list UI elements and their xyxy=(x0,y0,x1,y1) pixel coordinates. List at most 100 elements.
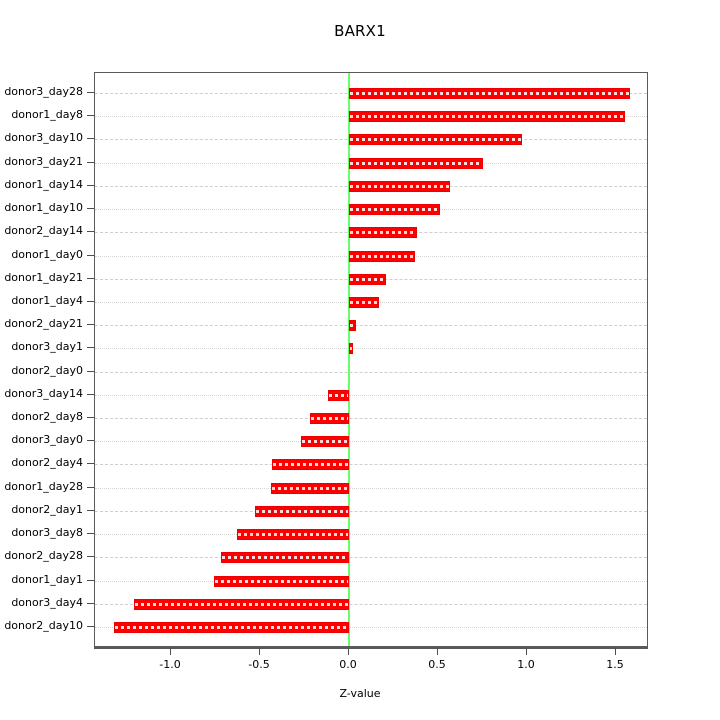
gridline xyxy=(95,604,647,605)
gridline xyxy=(95,488,647,489)
y-tick xyxy=(87,626,94,627)
bar-hatch xyxy=(301,440,348,443)
bar-donor3_day21 xyxy=(349,158,483,169)
y-tick xyxy=(87,185,94,186)
bar-donor2_day1 xyxy=(254,506,349,517)
x-axis-title: Z-value xyxy=(339,687,381,700)
x-axis-label-1.5: 1.5 xyxy=(606,658,624,671)
y-axis-label-donor3_day4: donor3_day4 xyxy=(11,595,83,609)
y-tick xyxy=(87,510,94,511)
gridline xyxy=(95,557,647,558)
gridline xyxy=(95,534,647,535)
bar-donor1_day1 xyxy=(213,576,349,587)
y-axis-label-donor2_day0: donor2_day0 xyxy=(11,363,83,377)
gridline xyxy=(95,441,647,442)
y-axis-label-donor1_day8: donor1_day8 xyxy=(11,108,83,122)
bar-donor1_day0 xyxy=(349,251,415,262)
chart-title: BARX1 xyxy=(334,22,386,40)
y-axis-label-donor1_day21: donor1_day21 xyxy=(4,270,83,284)
bar-hatch xyxy=(237,533,348,536)
y-tick xyxy=(87,487,94,488)
bar-hatch xyxy=(350,138,521,141)
bar-hatch xyxy=(350,115,624,118)
y-tick xyxy=(87,92,94,93)
y-tick xyxy=(87,347,94,348)
y-tick xyxy=(87,301,94,302)
y-tick xyxy=(87,556,94,557)
y-axis-label-donor1_day10: donor1_day10 xyxy=(4,201,83,215)
gridline xyxy=(95,581,647,582)
bar-donor1_day10 xyxy=(349,204,440,215)
y-tick xyxy=(87,603,94,604)
bar-hatch xyxy=(214,580,348,583)
x-axis-line xyxy=(94,647,648,649)
bar-donor1_day21 xyxy=(349,274,387,285)
bar-hatch xyxy=(255,510,348,513)
bar-hatch xyxy=(350,162,482,165)
y-tick xyxy=(87,278,94,279)
y-axis-label-donor1_day0: donor1_day0 xyxy=(11,247,83,261)
y-axis-label-donor3_day21: donor3_day21 xyxy=(4,154,83,168)
x-tick xyxy=(259,648,260,655)
y-axis-label-donor1_day1: donor1_day1 xyxy=(11,572,83,586)
bar-hatch xyxy=(350,347,352,350)
y-axis-label-donor2_day21: donor2_day21 xyxy=(4,317,83,331)
bar-hatch xyxy=(134,603,348,606)
y-axis-label-donor2_day1: donor2_day1 xyxy=(11,502,83,516)
bar-hatch xyxy=(273,463,348,466)
y-axis-label-donor3_day1: donor3_day1 xyxy=(11,340,83,354)
bar-donor1_day28 xyxy=(270,483,349,494)
bar-donor3_day4 xyxy=(133,599,349,610)
y-axis-label-donor3_day8: donor3_day8 xyxy=(11,526,83,540)
bar-hatch xyxy=(115,626,348,629)
gridline xyxy=(95,372,647,373)
x-tick xyxy=(170,648,171,655)
bar-hatch xyxy=(350,92,630,95)
gridline xyxy=(95,464,647,465)
gridline xyxy=(95,418,647,419)
y-tick xyxy=(87,324,94,325)
y-axis-label-donor3_day28: donor3_day28 xyxy=(4,85,83,98)
x-axis-label--1.0: -1.0 xyxy=(159,658,181,671)
gridline xyxy=(95,348,647,349)
bar-donor2_day14 xyxy=(349,227,417,238)
y-axis-label-donor1_day28: donor1_day28 xyxy=(4,479,83,493)
bar-hatch xyxy=(350,278,386,281)
y-tick xyxy=(87,533,94,534)
x-axis-label-0.0: 0.0 xyxy=(339,658,357,671)
x-tick xyxy=(437,648,438,655)
bar-donor2_day4 xyxy=(272,459,349,470)
y-axis-label-donor3_day0: donor3_day0 xyxy=(11,433,83,447)
y-axis-label-donor2_day14: donor2_day14 xyxy=(4,224,83,238)
bar-donor1_day14 xyxy=(349,181,451,192)
gridline xyxy=(95,325,647,326)
bar-donor2_day8 xyxy=(309,413,349,424)
bar-donor3_day14 xyxy=(327,390,349,401)
bar-donor3_day8 xyxy=(236,529,349,540)
bar-donor3_day10 xyxy=(349,134,522,145)
y-tick xyxy=(87,580,94,581)
bar-donor2_day21 xyxy=(349,320,357,331)
y-tick xyxy=(87,208,94,209)
plot-panel xyxy=(94,72,648,647)
x-tick xyxy=(348,648,349,655)
y-axis-label-donor1_day14: donor1_day14 xyxy=(4,177,83,191)
y-tick xyxy=(87,162,94,163)
y-axis-label-donor1_day4: donor1_day4 xyxy=(11,293,83,307)
y-axis-label-donor2_day4: donor2_day4 xyxy=(11,456,83,470)
y-tick xyxy=(87,255,94,256)
x-axis-label-1.0: 1.0 xyxy=(517,658,535,671)
x-axis-label-0.5: 0.5 xyxy=(428,658,446,671)
x-tick xyxy=(526,648,527,655)
bar-hatch xyxy=(310,417,348,420)
zero-reference-line xyxy=(348,73,350,646)
bar-hatch xyxy=(350,185,450,188)
x-tick xyxy=(615,648,616,655)
y-tick xyxy=(87,417,94,418)
y-axis-label-donor2_day10: donor2_day10 xyxy=(4,619,83,632)
gridline xyxy=(95,627,647,628)
y-tick xyxy=(87,231,94,232)
bar-donor3_day28 xyxy=(349,88,631,99)
bar-donor1_day4 xyxy=(349,297,380,308)
